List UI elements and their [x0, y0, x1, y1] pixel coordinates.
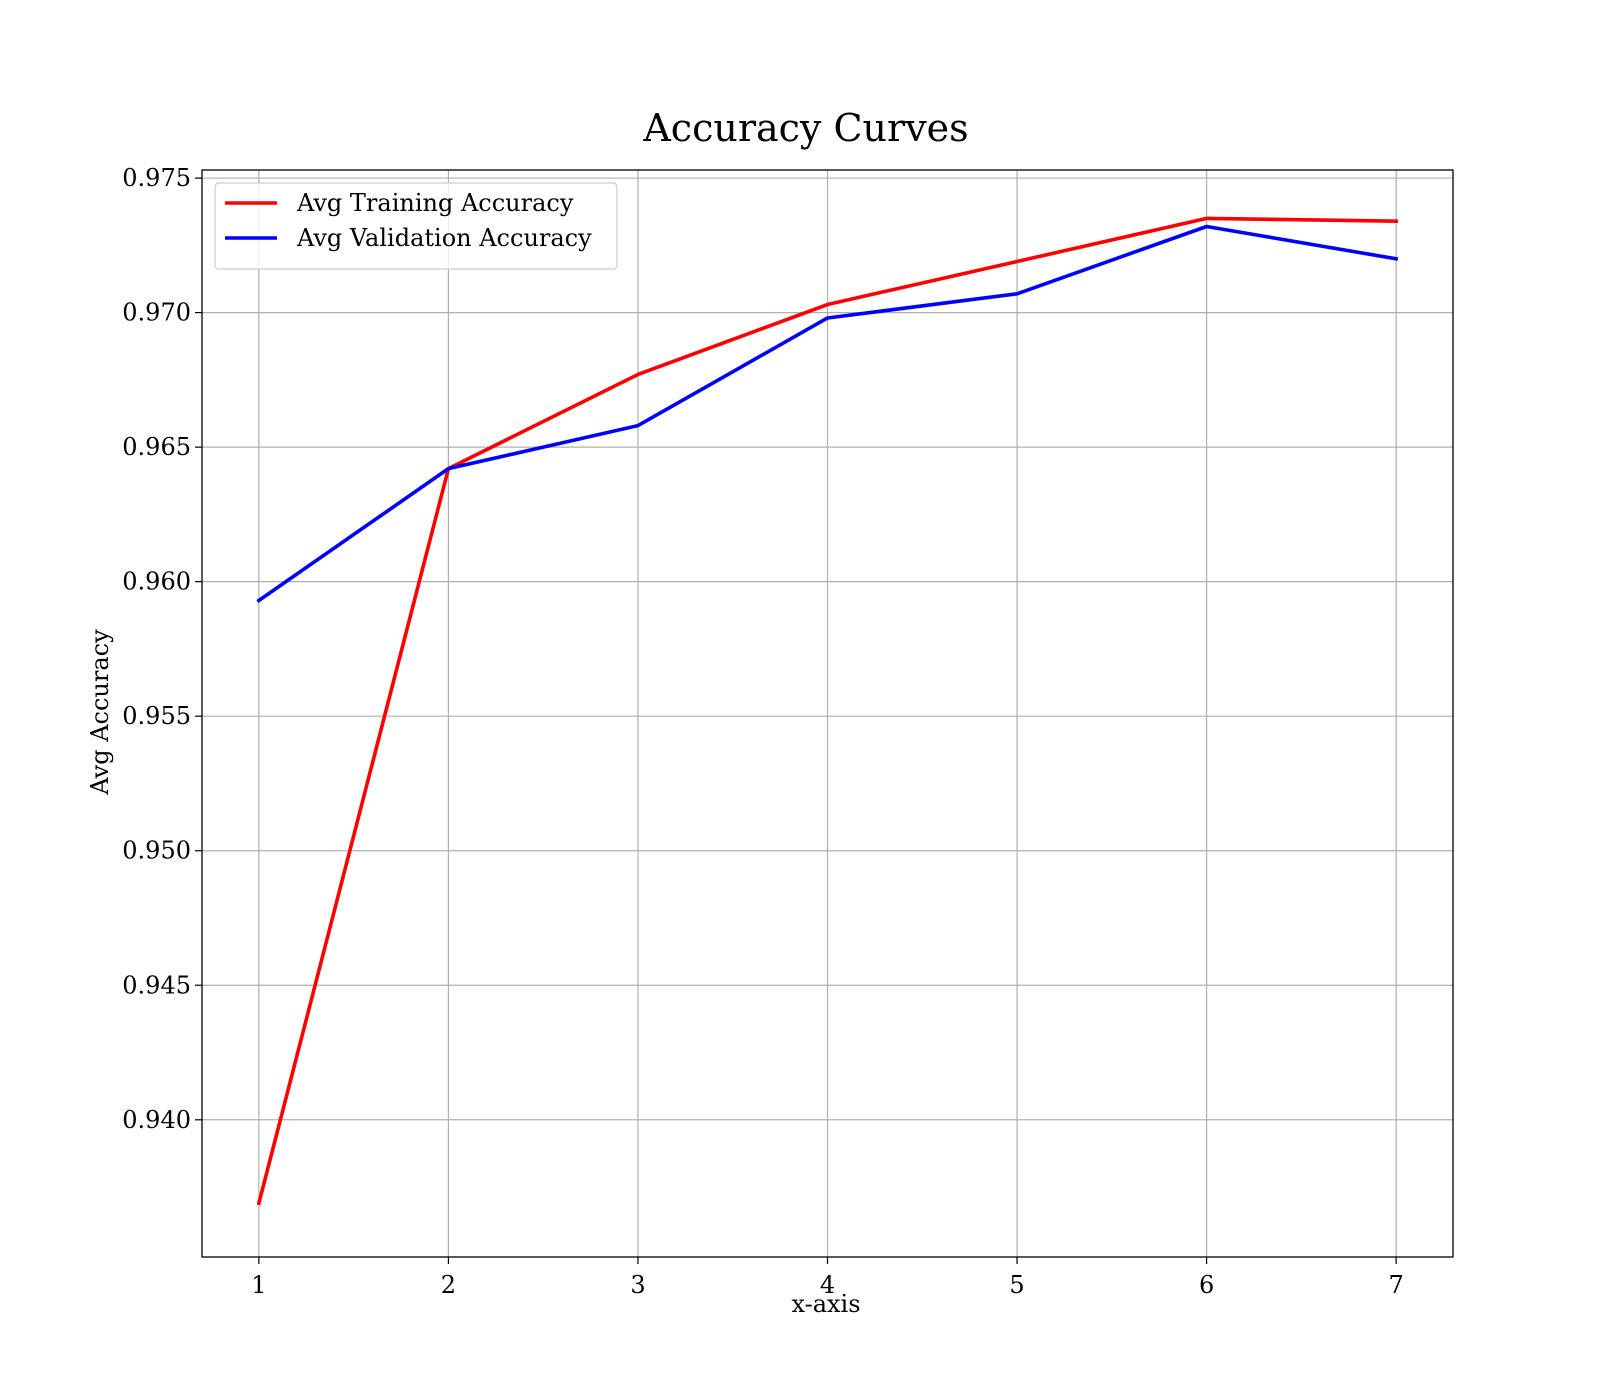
y-axis-label: Avg Accuracy — [86, 629, 114, 796]
x-tick-label: 7 — [1388, 1271, 1403, 1299]
y-tick-label: 0.940 — [122, 1106, 191, 1134]
x-axis-label: x-axis — [791, 1290, 860, 1318]
x-tick-label: 5 — [1009, 1271, 1024, 1299]
x-tick-label: 1 — [251, 1271, 266, 1299]
chart-title: Accuracy Curves — [642, 106, 968, 150]
axis-ticks: 1 2 3 4 5 6 7 0.940 0.945 0.950 0.955 0.960 0.965 0.9… — [122, 164, 1403, 1299]
y-tick-label: 0.960 — [122, 568, 191, 596]
legend-label-1: Avg Validation Accuracy — [296, 224, 592, 252]
legend: Avg Training Accuracy Avg Validation Accu… — [214, 182, 618, 270]
y-tick-label: 0.975 — [122, 164, 191, 192]
x-tick-label: 4 — [820, 1271, 835, 1299]
y-tick-label: 0.955 — [122, 702, 191, 730]
legend-label-0: Avg Training Accuracy — [296, 189, 574, 217]
y-tick-label: 0.970 — [122, 299, 191, 327]
y-tick-label: 0.950 — [122, 837, 191, 865]
y-tick-label: 0.945 — [122, 971, 191, 999]
series-line-1 — [256, 224, 1399, 604]
x-tick-label: 2 — [441, 1271, 456, 1299]
x-tick-label: 6 — [1199, 1271, 1214, 1299]
plot-lines — [256, 216, 1399, 1206]
x-tick-label: 3 — [630, 1271, 645, 1299]
grid-lines — [202, 170, 1453, 1257]
y-tick-label: 0.965 — [122, 433, 191, 461]
legend-box — [214, 182, 618, 270]
